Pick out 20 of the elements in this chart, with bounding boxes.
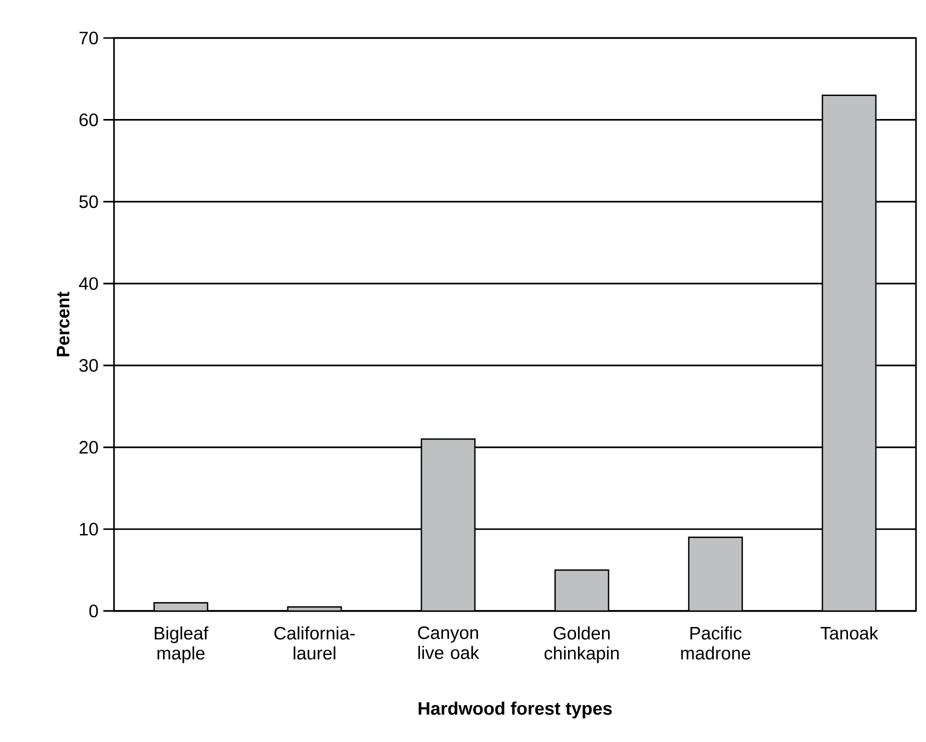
bar <box>420 438 476 611</box>
x-tick-label: Bigleaf maple <box>154 626 208 664</box>
y-tick-label: 60 <box>80 113 98 126</box>
x-tick-label: California-laurel <box>274 626 355 660</box>
y-tick-label: 50 <box>79 195 98 208</box>
y-axis-title: Percent <box>56 292 70 356</box>
x-tick-label: Canyon live oak <box>418 626 480 660</box>
bar <box>822 94 877 611</box>
x-tick-label: Pacific madrone <box>681 626 750 660</box>
bar <box>554 569 610 611</box>
x-tick-label: Tanoak <box>820 626 878 640</box>
y-tick-label: 20 <box>80 440 98 454</box>
y-tick-label: 0 <box>89 604 98 618</box>
y-tick-label: 10 <box>80 522 98 536</box>
bar <box>688 536 743 611</box>
y-tick-label: 30 <box>79 359 98 372</box>
y-tick-label: 40 <box>79 277 98 290</box>
y-tick-label: 70 <box>80 32 98 44</box>
x-axis-title: Hardwood forest types <box>418 702 612 718</box>
x-tick-label: Golden chinkapin <box>544 626 619 664</box>
